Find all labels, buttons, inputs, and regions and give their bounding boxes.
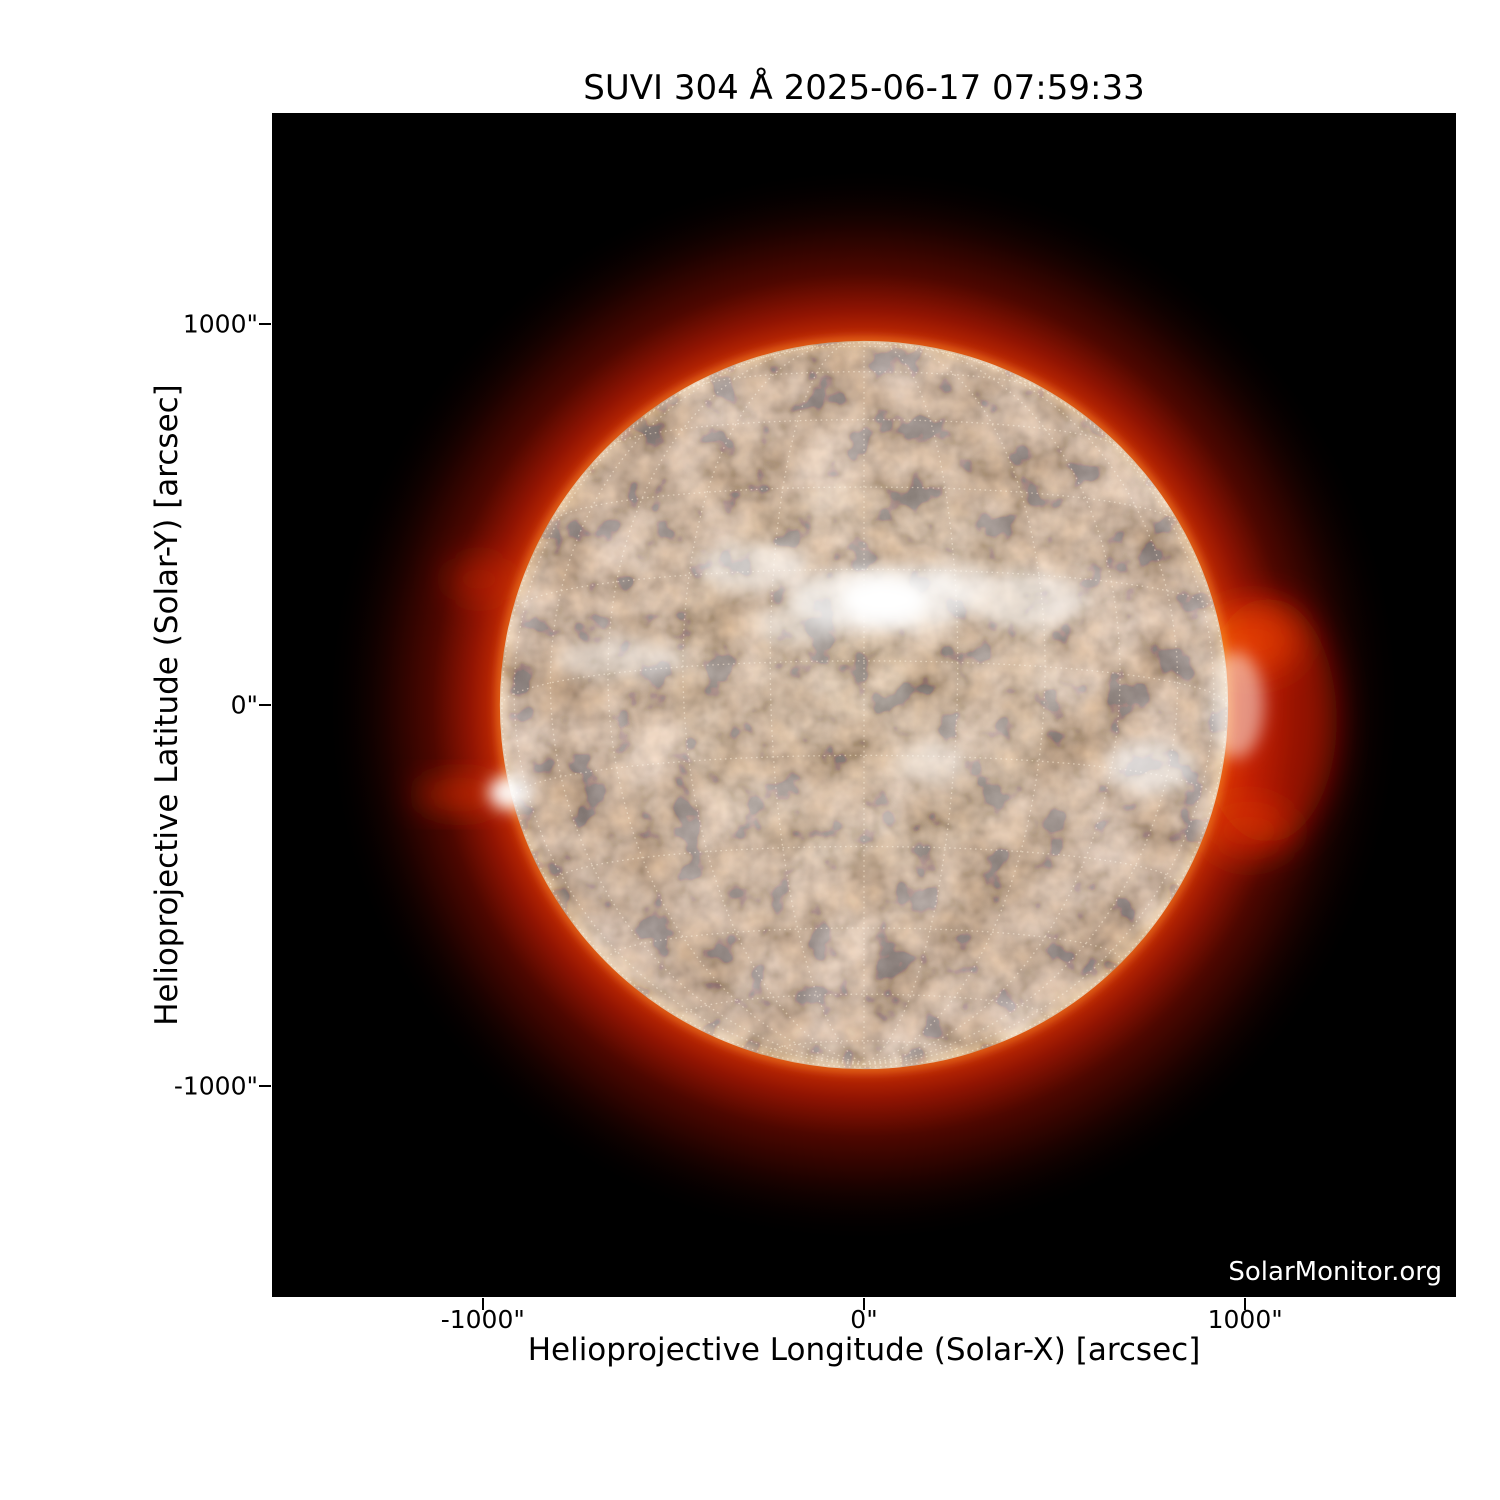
longitude-line — [863, 344, 1121, 1066]
x-axis-label: Helioprojective Longitude (Solar-X) [arc… — [527, 1332, 1201, 1368]
x-tick-label: 0" — [850, 1305, 878, 1334]
x-tick-mark — [1244, 1298, 1247, 1310]
x-tick-label: -1000" — [440, 1305, 525, 1334]
y-tick-mark — [259, 704, 271, 706]
longitude-line — [607, 344, 865, 1066]
latitude-line — [501, 660, 1227, 706]
active-region — [696, 544, 811, 591]
y-axis-label: Helioprojective Latitude (Solar-Y) [arcs… — [149, 384, 185, 1026]
corona-plume — [1203, 800, 1295, 862]
y-tick-label: 0" — [230, 690, 258, 720]
limb-grid-circle — [501, 342, 1227, 1068]
sun-image — [324, 165, 1404, 1245]
latitude-line — [607, 927, 1121, 960]
plot-area: SolarMonitor.org — [272, 113, 1456, 1297]
corona-plume — [416, 781, 504, 808]
y-tick-label: 1000" — [182, 309, 258, 339]
corona-plume — [444, 556, 514, 603]
figure-title: SUVI 304 Å 2025-06-17 07:59:33 — [583, 68, 1145, 108]
x-tick-label: 1000" — [1207, 1305, 1283, 1334]
active-region — [966, 571, 1089, 629]
heliographic-grid — [501, 342, 1227, 1068]
longitude-line — [769, 342, 865, 1065]
latitude-line — [549, 845, 1179, 885]
latitude-line — [513, 568, 1215, 611]
active-region — [894, 743, 967, 786]
watermark-text: SolarMonitor.org — [1228, 1257, 1442, 1287]
longitude-line — [863, 342, 959, 1065]
y-tick-mark — [259, 1085, 271, 1088]
active-region — [1107, 741, 1196, 795]
active-region — [753, 602, 845, 645]
longitude-line — [549, 350, 865, 1066]
latitude-line — [513, 754, 1215, 799]
active-region — [488, 775, 531, 810]
y-tick-mark — [259, 322, 271, 325]
latitude-line — [609, 418, 1119, 448]
x-tick-mark — [863, 1298, 865, 1310]
y-tick-label: -1000" — [173, 1071, 258, 1101]
active-region — [1207, 651, 1265, 759]
latitude-line — [781, 345, 947, 354]
active-region — [841, 577, 929, 624]
active-region — [921, 562, 990, 597]
longitude-line — [863, 350, 1179, 1066]
x-tick-mark — [481, 1298, 484, 1310]
active-region — [555, 638, 685, 681]
